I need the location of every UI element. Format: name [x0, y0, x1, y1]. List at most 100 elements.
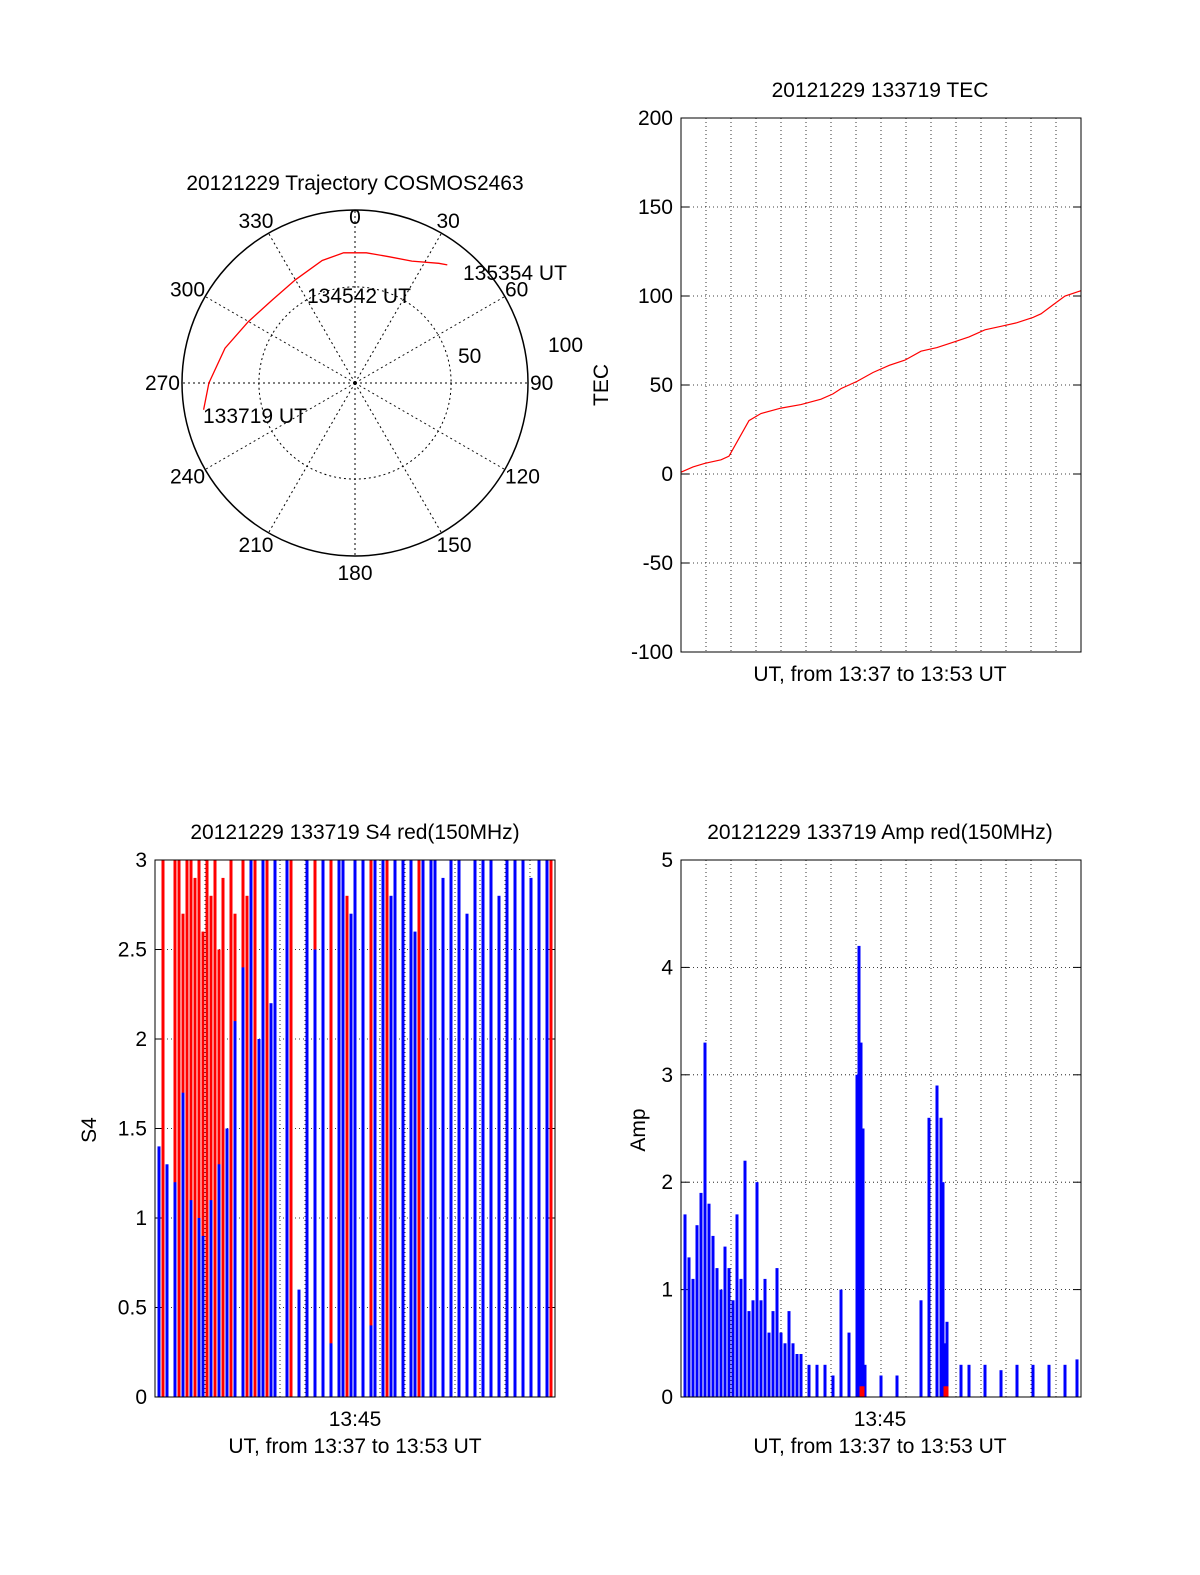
polar-azimuth-label: 240 — [170, 466, 205, 489]
tec-ylabel: TEC — [590, 364, 613, 406]
data-bar — [1075, 1359, 1079, 1397]
data-bar — [221, 877, 225, 1397]
data-bar — [943, 1343, 947, 1397]
polar-spoke — [354, 232, 442, 384]
data-bar — [815, 1364, 819, 1397]
data-bar — [313, 949, 317, 1397]
data-bar — [545, 860, 549, 1397]
data-bar — [945, 1321, 949, 1397]
data-bar — [759, 1300, 763, 1397]
polar-outer-circle — [181, 209, 529, 557]
data-bar — [253, 860, 257, 1397]
polar-azimuth-label: 120 — [505, 466, 540, 489]
data-bar — [711, 1235, 715, 1397]
s4-y-tick-labels: 0 0.5 1 1.5 2 2.5 3 — [118, 849, 555, 1409]
data-bar — [465, 913, 469, 1397]
amp-ylabel: Amp — [627, 1108, 650, 1151]
data-bar — [225, 1128, 229, 1397]
data-bar — [799, 1354, 803, 1397]
polar-spoke — [204, 296, 356, 384]
data-bar — [181, 1092, 185, 1397]
data-bar — [859, 1386, 863, 1397]
s4-title: 20121229 133719 S4 red(150MHz) — [190, 821, 519, 844]
y-tick-label: 3 — [135, 849, 147, 872]
annotation-start: 133719 UT — [203, 405, 307, 428]
data-bar — [297, 1289, 301, 1397]
data-bar — [353, 860, 357, 1397]
s4-xlabel: UT, from 13:37 to 13:53 UT — [228, 1435, 481, 1458]
data-bar — [393, 860, 397, 1397]
data-bar — [197, 860, 201, 1397]
data-bar — [1031, 1364, 1035, 1397]
polar-azimuth-label: 90 — [530, 372, 553, 395]
data-bar — [691, 1278, 695, 1397]
polar-azimuth-labels: 0 30 60 90 120 150 180 210 240 270 300 330 50 100 — [145, 206, 583, 585]
y-tick-label: 0 — [135, 1386, 147, 1409]
polar-spoke — [354, 296, 506, 384]
y-tick-label: 0 — [661, 463, 673, 486]
y-tick-label: 100 — [638, 285, 673, 308]
data-bar — [497, 895, 501, 1397]
data-bar — [859, 1042, 863, 1397]
data-bar — [505, 860, 509, 1397]
data-bar — [967, 1364, 971, 1397]
polar-title: 20121229 Trajectory COSMOS2463 — [186, 172, 523, 195]
data-bar — [795, 1354, 799, 1397]
data-bar — [369, 860, 373, 1397]
amp-series — [683, 945, 1079, 1398]
polar-azimuth-label: 210 — [238, 534, 273, 557]
data-bar — [857, 945, 861, 1397]
data-bar — [413, 931, 417, 1397]
y-tick-label: 1 — [135, 1207, 147, 1230]
data-bar — [779, 1332, 783, 1397]
amp-plot-frame — [680, 859, 1082, 1398]
data-bar — [261, 860, 265, 1397]
data-bar — [855, 1074, 859, 1397]
data-bar — [707, 1203, 711, 1397]
data-bar — [177, 860, 181, 1397]
data-bar — [233, 1021, 237, 1397]
tec-grid — [681, 118, 1081, 652]
data-bar — [747, 1311, 751, 1397]
polar-azimuth-label: 300 — [170, 279, 205, 302]
data-bar — [983, 1364, 987, 1397]
data-bar — [433, 860, 437, 1397]
trajectory-line — [202, 252, 448, 410]
data-bar — [173, 1182, 177, 1397]
polar-grid — [181, 209, 529, 557]
data-bar — [249, 860, 253, 1397]
data-bar — [321, 860, 325, 1397]
data-bar — [959, 1364, 963, 1397]
polar-azimuth-label: 0 — [349, 206, 361, 229]
y-tick-label: 50 — [650, 374, 673, 397]
polar-spoke — [268, 382, 356, 534]
data-bar — [783, 1343, 787, 1397]
data-bar — [767, 1332, 771, 1397]
y-tick-label: 0 — [661, 1386, 673, 1409]
data-bar — [945, 1386, 949, 1397]
data-bar — [193, 877, 197, 1397]
data-bar — [409, 860, 413, 1397]
data-bar — [341, 860, 345, 1397]
annotation-end: 135354 UT — [463, 262, 567, 285]
data-bar — [209, 895, 213, 1397]
data-bar — [831, 1375, 835, 1397]
data-bar — [289, 860, 293, 1397]
data-bar — [787, 1311, 791, 1397]
data-bar — [775, 1268, 779, 1397]
data-bar — [879, 1375, 883, 1397]
y-tick-label: 2 — [661, 1171, 673, 1194]
data-bar — [285, 860, 289, 1397]
polar-radial-label: 50 — [458, 345, 481, 368]
s4-ylabel: S4 — [78, 1117, 101, 1143]
amp-panel: 20121229 133719 Amp red(150MHz) 0 1 2 3 4 5 A… — [627, 821, 1082, 1458]
data-bar — [521, 860, 525, 1397]
data-bar — [173, 860, 177, 1397]
data-bar — [513, 860, 517, 1397]
data-bar — [185, 860, 189, 1397]
data-bar — [429, 860, 433, 1397]
y-tick-label: -50 — [643, 552, 673, 575]
y-tick-label: 1 — [661, 1279, 673, 1302]
data-bar — [197, 1218, 201, 1397]
